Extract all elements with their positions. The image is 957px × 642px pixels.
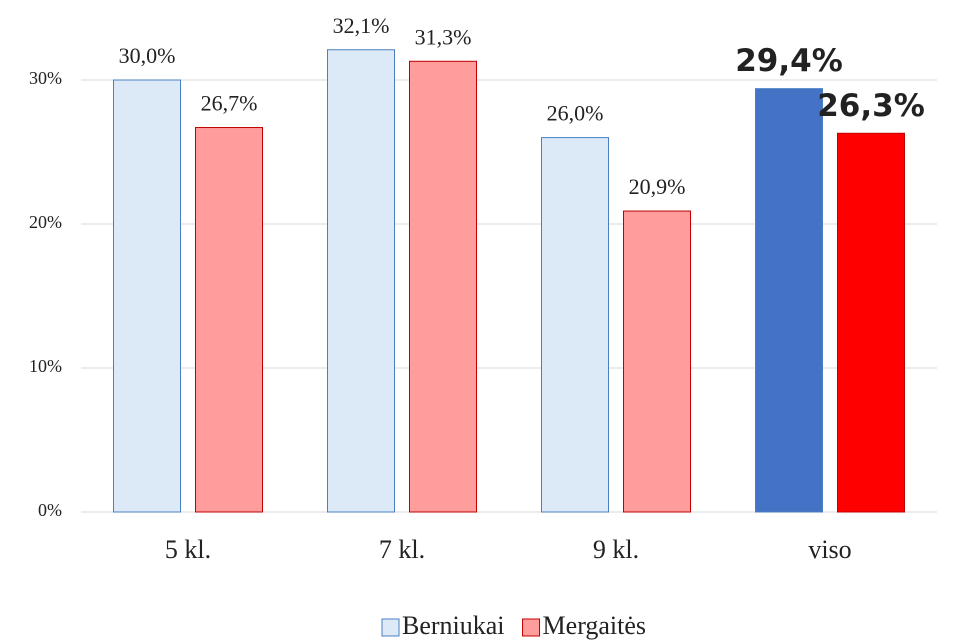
- legend-swatch: [381, 618, 400, 637]
- bar: [837, 132, 905, 513]
- y-tick-label: 0%: [38, 500, 62, 520]
- y-tick-label: 20%: [29, 212, 62, 232]
- x-tick-label: viso: [808, 535, 851, 564]
- value-label: 26,7%: [201, 91, 258, 116]
- value-label: 30,0%: [119, 43, 176, 68]
- bar: [327, 49, 395, 513]
- bar: [195, 127, 263, 513]
- x-tick-label: 5 kl.: [165, 535, 211, 564]
- bar: [409, 60, 477, 513]
- value-label: 31,3%: [415, 24, 472, 49]
- value-label: 26,0%: [547, 101, 604, 126]
- y-tick-label: 10%: [29, 356, 62, 376]
- bar: [113, 79, 181, 513]
- x-tick-label: 9 kl.: [593, 535, 639, 564]
- y-tick-label: 30%: [29, 68, 62, 88]
- legend-label: Mergaitės: [543, 611, 647, 640]
- value-label: 29,4%: [735, 43, 843, 79]
- value-label: 20,9%: [629, 174, 686, 199]
- value-label: 32,1%: [333, 13, 390, 38]
- value-label: 26,3%: [817, 88, 925, 124]
- bar: [541, 137, 609, 513]
- legend-label: Berniukai: [402, 611, 505, 640]
- bar: [623, 210, 691, 513]
- legend-swatch: [522, 618, 541, 637]
- x-tick-label: 7 kl.: [379, 535, 425, 564]
- bar: [755, 88, 823, 513]
